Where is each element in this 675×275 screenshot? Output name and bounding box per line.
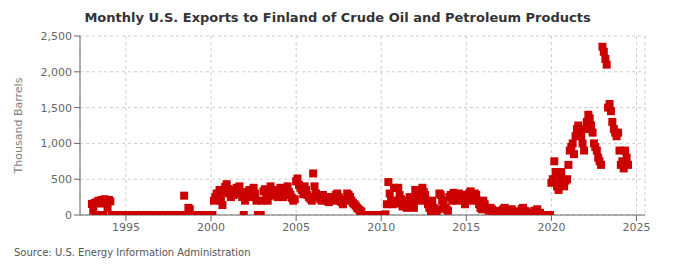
svg-text:2010: 2010 [367, 221, 395, 234]
svg-text:2025: 2025 [622, 221, 650, 234]
svg-text:1995: 1995 [112, 221, 140, 234]
svg-text:2005: 2005 [282, 221, 310, 234]
html-text:Source: U.S. Energy Informatio: Source: U.S. Energy Information Administ… [14, 247, 251, 258]
svg-text:1,000: 1,000 [41, 137, 73, 150]
svg-text:0: 0 [65, 209, 72, 222]
svg-text:2000: 2000 [197, 221, 225, 234]
svg-text:Thousand Barrels: Thousand Barrels [12, 77, 25, 174]
svg-text:2,500: 2,500 [41, 30, 73, 43]
svg-text:2,000: 2,000 [41, 66, 73, 79]
svg-text:1,500: 1,500 [41, 102, 73, 115]
svg-text:500: 500 [51, 173, 72, 186]
svg-text:2015: 2015 [452, 221, 480, 234]
svg-text:2020: 2020 [537, 221, 565, 234]
html-text:Monthly U.S. Exports to Finlan: Monthly U.S. Exports to Finland of Crude… [84, 10, 591, 25]
